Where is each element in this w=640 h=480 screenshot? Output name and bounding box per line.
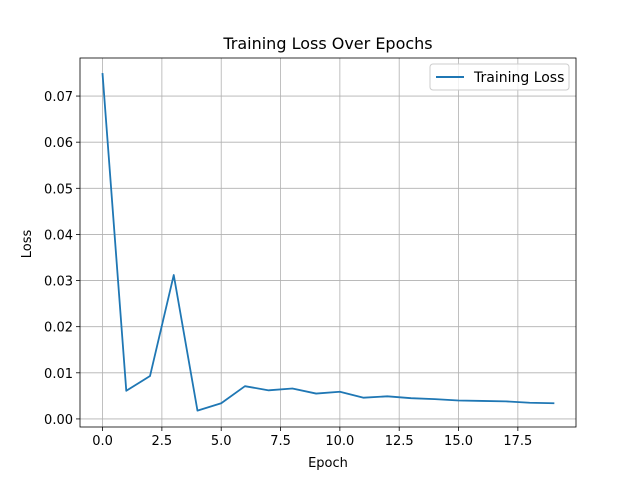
training-loss-line [101,72,555,412]
legend-label: Training Loss [473,70,564,86]
y-tick-label: 0.01 [44,367,73,382]
x-tick-label: 5.0 [211,434,232,449]
x-tick-label: 0.0 [92,434,113,449]
chart-title: Training Loss Over Epochs [222,34,432,53]
y-tick-label: 0.02 [44,321,73,336]
y-tick-label: 0.06 [44,136,73,151]
y-tick-label: 0.05 [44,182,73,197]
x-tick-label: 2.5 [152,434,173,449]
x-tick-label: 15.0 [444,434,473,449]
series-layer [101,72,555,412]
plot-frame [79,57,577,428]
y-tick-label: 0.00 [44,413,73,428]
legend: Training Loss [429,63,570,91]
grid [80,58,576,427]
y-axis-ticks: 0.00 0.01 0.02 0.03 0.04 0.05 0.06 0.07 [44,90,80,428]
y-tick-label: 0.07 [44,90,73,105]
x-axis-label: Epoch [308,456,348,471]
legend-box [429,63,570,91]
x-axis-ticks: 0.0 2.5 5.0 7.5 10.0 12.5 15.0 17.5 [92,427,532,449]
x-tick-label: 7.5 [270,434,291,449]
x-tick-label: 12.5 [385,434,414,449]
y-tick-label: 0.04 [44,228,73,243]
y-axis-label: Loss [20,230,35,259]
x-tick-label: 10.0 [325,434,354,449]
y-tick-label: 0.03 [44,275,73,290]
x-tick-label: 17.5 [503,434,532,449]
